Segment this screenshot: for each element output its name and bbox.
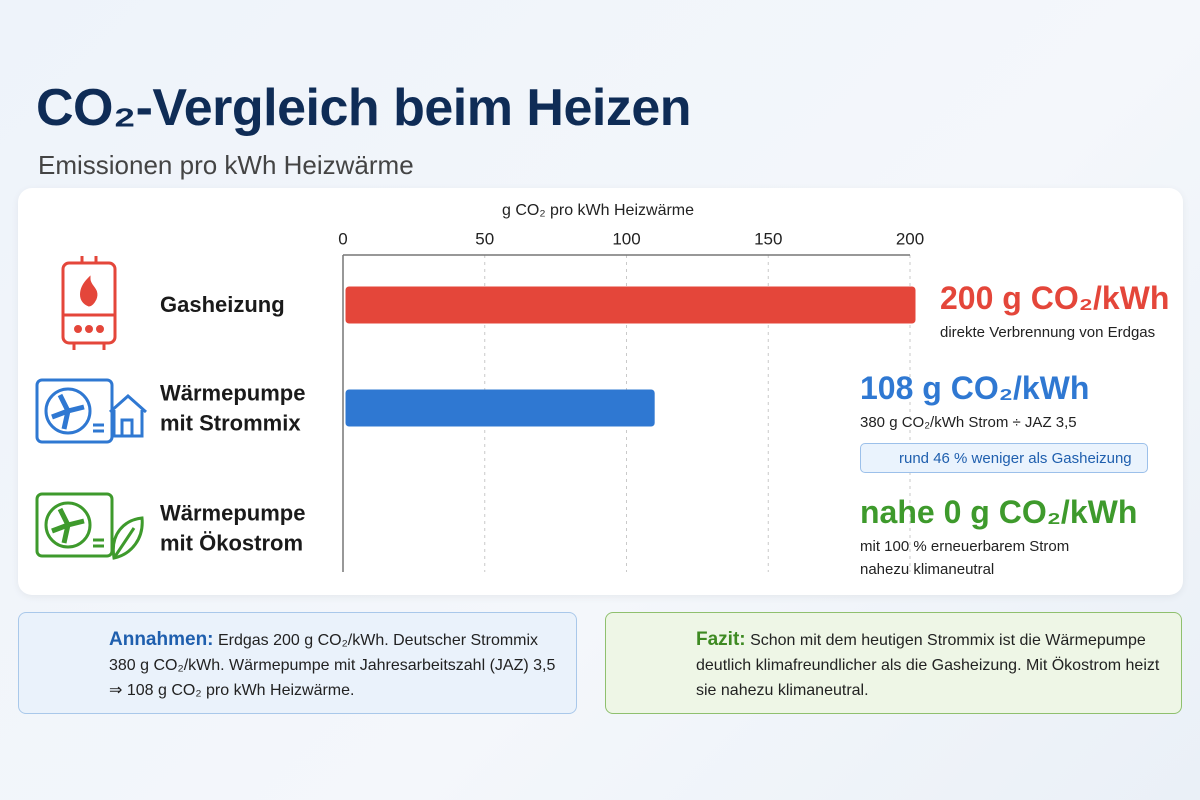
x-axis-label: g CO₂ pro kWh Heizwärme bbox=[502, 202, 694, 219]
x-tick-label: 0 bbox=[338, 229, 347, 248]
conclusion-heading: Fazit: bbox=[696, 629, 746, 650]
category-label: Wärmepumpe mit Ökostrom bbox=[160, 500, 306, 555]
x-tick-label: 150 bbox=[754, 229, 782, 248]
eco-heat-pump-icon bbox=[35, 492, 144, 560]
note: 380 g CO₂/kWh Strom ÷ JAZ 3,5 bbox=[860, 414, 1077, 431]
subtitle: Emissionen pro kWh Heizwärme bbox=[38, 150, 414, 180]
bar bbox=[345, 286, 916, 324]
assumptions-box: Annahmen: Erdgas 200 g CO₂/kWh. Deutsche… bbox=[18, 612, 577, 714]
category-label: Wärmepumpe mit Strommix bbox=[160, 380, 306, 435]
value-label: 108 g CO₂/kWh bbox=[860, 370, 1090, 406]
value-label: 200 g CO₂/kWh bbox=[940, 280, 1170, 316]
title: CO₂-Vergleich beim Heizen bbox=[36, 79, 692, 137]
x-tick-label: 100 bbox=[612, 229, 640, 248]
badge: rund 46 % weniger als Gasheizung bbox=[860, 443, 1148, 473]
conclusion-text: Schon mit dem heutigen Strommix ist die … bbox=[696, 632, 1160, 699]
conclusion-box: Fazit: Schon mit dem heutigen Strommix i… bbox=[605, 612, 1182, 714]
note: direkte Verbrennung von Erdgas bbox=[940, 324, 1156, 341]
gas-icon bbox=[61, 256, 117, 350]
assumptions-text: Erdgas 200 g CO₂/kWh. Deutscher Strommix… bbox=[109, 632, 556, 699]
heat-pump-icon bbox=[35, 378, 147, 444]
x-tick-label: 50 bbox=[475, 229, 494, 248]
category-label: Gasheizung bbox=[160, 292, 285, 318]
bar bbox=[345, 389, 655, 427]
note: mit 100 % erneuerbarem Strom bbox=[860, 538, 1070, 555]
assumptions-heading: Annahmen: bbox=[109, 629, 214, 650]
value-label: nahe 0 g CO₂/kWh bbox=[860, 494, 1138, 530]
note: nahezu klimaneutral bbox=[860, 561, 995, 578]
x-tick-label: 200 bbox=[896, 229, 924, 248]
